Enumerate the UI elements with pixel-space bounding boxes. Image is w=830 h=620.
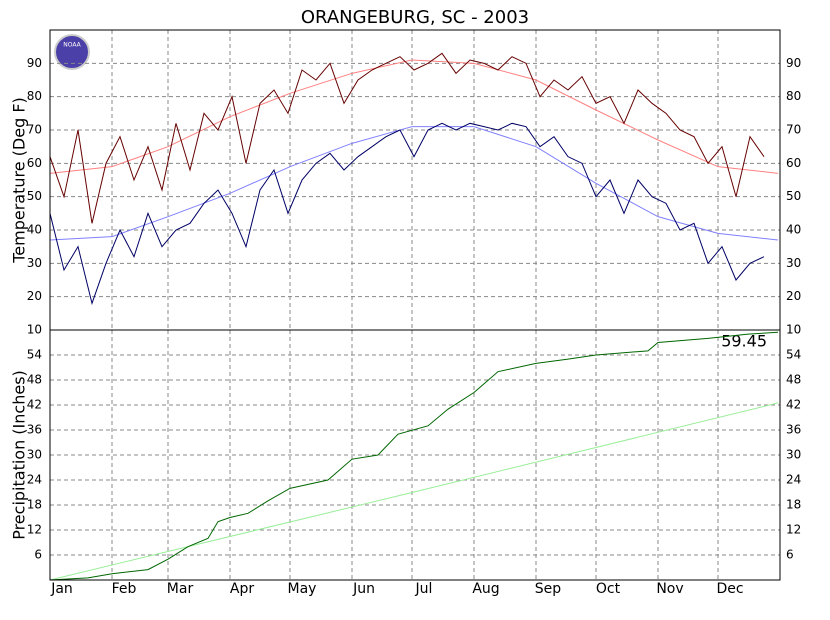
y-tick-label: 70	[27, 123, 42, 137]
y-tick-label: 42	[27, 398, 42, 412]
y-tick-label: 36	[27, 423, 42, 437]
y-tick-label: 20	[27, 289, 42, 303]
y-tick-label-right: 36	[786, 423, 801, 437]
x-tick-label: Feb	[112, 581, 137, 597]
y-tick-label-right: 24	[786, 473, 801, 487]
x-tick-label: Dec	[716, 581, 743, 597]
plot-frame	[49, 29, 781, 331]
y-tick-label-right: 40	[786, 223, 801, 237]
y-tick-label-right: 30	[786, 256, 801, 270]
logo: NOAA	[54, 34, 90, 70]
y-tick-label-right: 60	[786, 156, 801, 170]
y-tick-label: 6	[34, 548, 42, 562]
y-axis-label: Temperature (Deg F)	[10, 97, 29, 264]
data-line	[49, 52, 765, 224]
y-tick-label-right: 30	[786, 448, 801, 462]
y-tick-label-right: 10	[786, 323, 801, 337]
x-tick-label: Apr	[230, 581, 254, 597]
x-tick-label: Sep	[535, 581, 562, 597]
y-tick-label-right: 50	[786, 189, 801, 203]
data-line	[49, 331, 779, 581]
x-tick-label: Mar	[167, 581, 194, 597]
data-line	[49, 59, 779, 174]
y-tick-label: 10	[27, 323, 42, 337]
x-tick-label: Jul	[415, 581, 433, 597]
y-tick-label-right: 80	[786, 89, 801, 103]
x-tick-label: Jun	[352, 581, 375, 597]
y-tick-label: 30	[27, 448, 42, 462]
y-tick-label-right: 20	[786, 289, 801, 303]
y-tick-label: 80	[27, 89, 42, 103]
x-tick-label: May	[288, 581, 317, 597]
y-tick-label: 18	[27, 498, 42, 512]
y-tick-label-right: 54	[786, 348, 801, 362]
y-tick-label-right: 18	[786, 498, 801, 512]
y-tick-label: 48	[27, 373, 42, 387]
x-tick-label: Aug	[472, 581, 499, 597]
y-tick-label: 54	[27, 348, 42, 362]
y-tick-label: 24	[27, 473, 42, 487]
logo-text: NOAA	[63, 42, 81, 49]
y-tick-label: 50	[27, 189, 42, 203]
y-axis-label: Precipitation (Inches)	[10, 370, 29, 540]
x-tick-label: Jan	[50, 581, 73, 597]
y-tick-label: 40	[27, 223, 42, 237]
y-tick-label: 12	[27, 523, 42, 537]
y-tick-label-right: 12	[786, 523, 801, 537]
y-tick-label-right: 42	[786, 398, 801, 412]
y-tick-label: 90	[27, 56, 42, 70]
y-tick-label: 30	[27, 256, 42, 270]
y-tick-label-right: 90	[786, 56, 801, 70]
plot-frame	[49, 329, 781, 581]
chart-title: ORANGEBURG, SC - 2003	[301, 7, 529, 28]
data-line	[49, 122, 765, 306]
y-tick-label-right: 6	[786, 548, 794, 562]
data-line	[49, 126, 779, 241]
logo-circle	[54, 34, 90, 70]
y-tick-label-right: 48	[786, 373, 801, 387]
data-line	[49, 402, 779, 581]
y-tick-label-right: 70	[786, 123, 801, 137]
x-tick-label: Oct	[596, 581, 621, 597]
y-tick-label: 60	[27, 156, 42, 170]
x-tick-label: Nov	[656, 581, 683, 597]
